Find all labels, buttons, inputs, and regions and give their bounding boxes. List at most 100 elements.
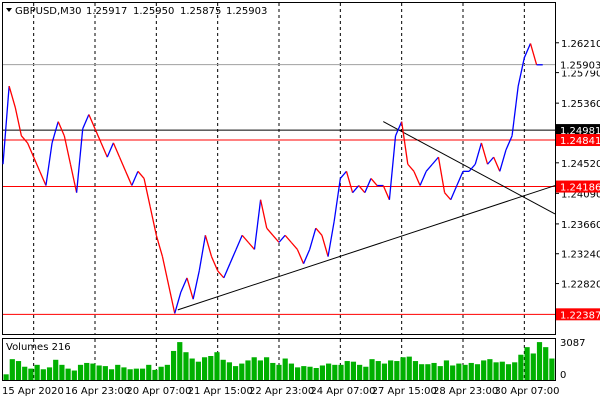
volume-bar [65,368,71,380]
price-segment [180,277,188,293]
trend-line[interactable] [383,121,556,215]
volume-bar [22,366,28,380]
price-segment [63,135,72,165]
price-segment [167,284,176,314]
price-segment [394,121,403,137]
x-tick-label: 21 Apr 15:00 [188,386,253,397]
volume-bar [549,358,555,380]
volume-bar [245,360,251,380]
volume-bar [214,352,220,380]
volume-min-label: 0 [560,370,566,381]
volume-bar [183,352,189,380]
current-price-badge [556,58,600,71]
volume-bar [220,359,226,380]
volume-bar [543,347,549,380]
volume-bar [505,364,512,380]
volume-bar [115,364,121,380]
price-segment [57,121,65,137]
price-segment [125,171,133,186]
volume-bar [232,366,239,380]
volume-bar [170,350,177,380]
volume-bar [524,347,530,380]
volume-bar [357,364,363,380]
price-segment [315,227,323,236]
price-segment [174,291,182,314]
volume-bar [84,362,90,380]
volume-bar [121,367,127,380]
volume-bar [326,363,332,380]
volume-bar [332,364,338,380]
price-segment [296,249,305,264]
volumes-label: Volumes 216 [6,342,71,353]
volume-bar [456,363,462,380]
volume-bar [369,359,375,380]
price-segment [45,142,53,186]
price-segment [137,170,145,179]
trend-line[interactable] [177,185,556,311]
volume-bar [257,360,263,380]
volume-bar [468,362,474,380]
price-segment [26,142,35,158]
level-badge-text: 1.24981 [560,126,600,137]
volume-bar [177,342,183,380]
volume-bars [3,342,555,380]
price-segment [69,164,78,193]
price-segment [272,234,280,243]
price-segment [487,156,495,165]
price-segment [259,199,268,229]
price-segment [2,86,10,165]
price-panel-frame [2,2,556,335]
volume-bar [450,365,456,380]
price-segment [468,163,476,172]
price-series [2,43,543,314]
price-segment [88,114,96,129]
price-segment [444,192,452,201]
ohlc-close: 1.25903 [226,6,267,17]
volume-bar [493,362,499,380]
price-segment [370,178,378,186]
volume-bar [375,361,381,380]
level-badge [556,180,600,193]
price-segment [358,185,366,194]
volume-bar [344,361,350,380]
price-segment [112,142,121,158]
volume-bar [53,359,59,380]
price-segment [474,142,483,165]
volume-bar [437,366,443,380]
price-segment [505,135,513,151]
grid [33,3,525,380]
price-segment [204,235,213,257]
price-segment [8,85,16,108]
volume-bar [338,364,344,380]
volume-bar [443,360,450,380]
price-segment [33,156,41,172]
price-segment [523,43,532,58]
price-segment [253,199,262,250]
price-segment [407,163,415,172]
volume-bar [158,366,164,380]
price-segment [131,171,139,186]
y-tick-label: 1.22820 [561,280,600,291]
volume-bar [363,366,369,380]
price-segment [161,256,170,286]
price-segment [14,107,23,136]
price-segment [192,270,200,300]
price-segment [302,249,311,264]
volume-bar [226,362,232,380]
price-segment [517,57,525,87]
volume-bar [425,364,431,380]
x-tick-label: 15 Apr 2020 [2,386,64,397]
price-segment [352,185,360,194]
price-segment [241,234,249,243]
price-segment [266,227,274,236]
price-segment [82,114,90,129]
price-segment [223,263,231,279]
volume-bar [90,363,96,380]
price-segment [511,86,519,136]
current-price-badge-text: 1.25903 [560,61,600,72]
volume-bar [388,360,394,380]
x-tick-label: 24 Apr 07:00 [310,386,375,397]
